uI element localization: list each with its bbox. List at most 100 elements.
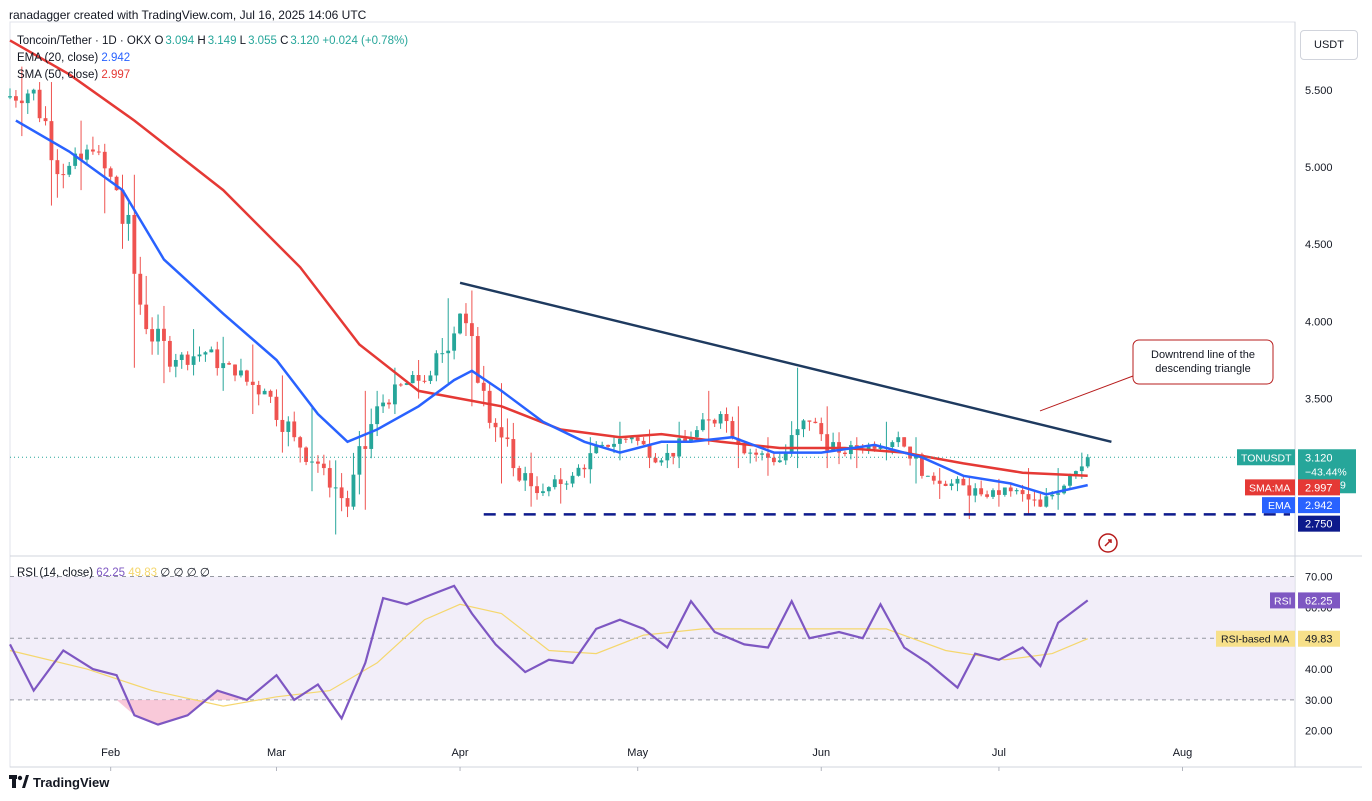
- candle-body: [481, 382, 486, 391]
- ohlc-low: 3.055: [248, 35, 277, 47]
- candle-body: [464, 313, 468, 324]
- candle-body: [606, 444, 611, 447]
- candle-body: [535, 486, 539, 494]
- brand-name: TradingView: [33, 775, 110, 790]
- rsi-oversold-fill: [116, 690, 247, 725]
- candle-body: [209, 349, 214, 353]
- candle-body: [1026, 494, 1031, 500]
- candle-body: [381, 402, 385, 407]
- candle-body: [327, 468, 332, 488]
- replay-icon[interactable]: [1098, 533, 1118, 553]
- candle-body: [641, 440, 646, 445]
- candle-body: [469, 323, 474, 337]
- replay-icon-arrow: [1104, 539, 1112, 547]
- sma50-line: [9, 39, 1088, 478]
- candle-body: [1068, 475, 1072, 486]
- ohlc-c-label: C: [280, 35, 289, 47]
- candle-body: [73, 153, 78, 166]
- candle-body: [783, 452, 788, 461]
- candle-body: [985, 494, 989, 497]
- tradingview-brand[interactable]: TradingView: [9, 775, 109, 790]
- candle-body: [102, 151, 107, 169]
- price-badge-change: −43.44%: [1305, 466, 1347, 478]
- candle-body: [221, 363, 226, 369]
- candle-body: [79, 153, 83, 160]
- candle-body: [807, 420, 812, 422]
- candle-body: [949, 483, 954, 486]
- ema-badge-value: 2.942: [1305, 500, 1333, 512]
- ema20-line: [15, 119, 1088, 496]
- ohlc-change: +0.024 (+0.78%): [322, 35, 409, 47]
- symbol-legend: Toncoin/Tether · 1D · OKX O 3.094 H 3.149 …: [17, 35, 408, 47]
- candle-body: [85, 149, 89, 160]
- candle-body: [789, 435, 794, 453]
- candle-body: [653, 457, 658, 463]
- rsi-legend[interactable]: RSI (14, close) 62.25 49.83 ∅ ∅ ∅ ∅: [17, 565, 210, 579]
- candle-body: [138, 273, 143, 305]
- rsi-legend-label: RSI (14, close): [17, 567, 94, 579]
- candle-body: [570, 475, 575, 484]
- candle-body: [665, 452, 670, 461]
- candle-body: [458, 313, 462, 334]
- ema-badge-label: EMA: [1268, 500, 1291, 512]
- rsi-tick-label: 40.00: [1305, 664, 1333, 676]
- price-tick-label: 5.000: [1305, 162, 1333, 174]
- candle-body: [659, 460, 664, 463]
- rsi-ma-badge-value: 49.83: [1305, 634, 1333, 646]
- candle-body: [410, 375, 415, 384]
- rsi-ma-badge: [1298, 630, 1340, 647]
- symbol-badge: [1237, 449, 1295, 466]
- ohlc-h-label: H: [197, 35, 206, 47]
- annotation-text-line: Downtrend line of the: [1151, 349, 1255, 361]
- candle-body: [316, 461, 320, 464]
- candle-body: [487, 390, 492, 423]
- candle-body: [511, 439, 516, 469]
- candle-body: [422, 380, 427, 382]
- ohlc-open: 3.094: [165, 35, 195, 47]
- ema-legend[interactable]: EMA (20, close) 2.942: [17, 52, 130, 64]
- candle-body: [517, 468, 522, 481]
- time-tick-label: Mar: [267, 747, 286, 759]
- candle-body: [156, 328, 160, 342]
- rsi-ma-line: [9, 603, 1088, 707]
- candle-body: [600, 444, 605, 446]
- rsi-tick-label: 30.00: [1305, 695, 1333, 707]
- ema-badge-tag: [1262, 497, 1295, 514]
- candle-body: [375, 406, 380, 425]
- candle-body: [955, 478, 960, 484]
- candle-body: [943, 483, 948, 486]
- sma-badge-value: 2.997: [1305, 482, 1333, 494]
- candle-body: [55, 160, 60, 175]
- candle-body: [173, 359, 178, 367]
- candle-body: [8, 96, 12, 98]
- candle-body: [1032, 499, 1037, 501]
- candle-body: [700, 419, 705, 431]
- currency-button[interactable]: USDT: [1300, 30, 1358, 60]
- sma-legend[interactable]: SMA (50, close) 2.997: [17, 69, 130, 81]
- candle-body: [191, 356, 196, 365]
- candle-body: [523, 473, 528, 481]
- candle-body: [446, 350, 451, 354]
- time-tick-label: Feb: [101, 747, 120, 759]
- candle-body: [825, 434, 830, 451]
- support-badge-value: 2.750: [1305, 519, 1333, 531]
- candle-body: [618, 438, 622, 444]
- candle-body: [730, 421, 735, 439]
- candle-body: [724, 414, 729, 422]
- candle-body: [1014, 490, 1019, 492]
- candle-body: [629, 437, 634, 440]
- candle-body: [973, 488, 978, 496]
- ohlc-close: 3.120: [290, 35, 320, 47]
- rsi-ma-badge-tag: [1216, 630, 1295, 647]
- candle-body: [434, 353, 439, 376]
- candle-body: [931, 475, 936, 481]
- candle-body: [819, 423, 824, 435]
- candle-body: [203, 352, 208, 355]
- candle-body: [754, 452, 759, 455]
- candle-body: [440, 353, 445, 355]
- price-tick-label: 3.500: [1305, 394, 1333, 406]
- rsi-ma-legend-value: 49.83: [128, 567, 158, 579]
- candle-body: [1044, 496, 1049, 507]
- candle-body: [262, 390, 267, 395]
